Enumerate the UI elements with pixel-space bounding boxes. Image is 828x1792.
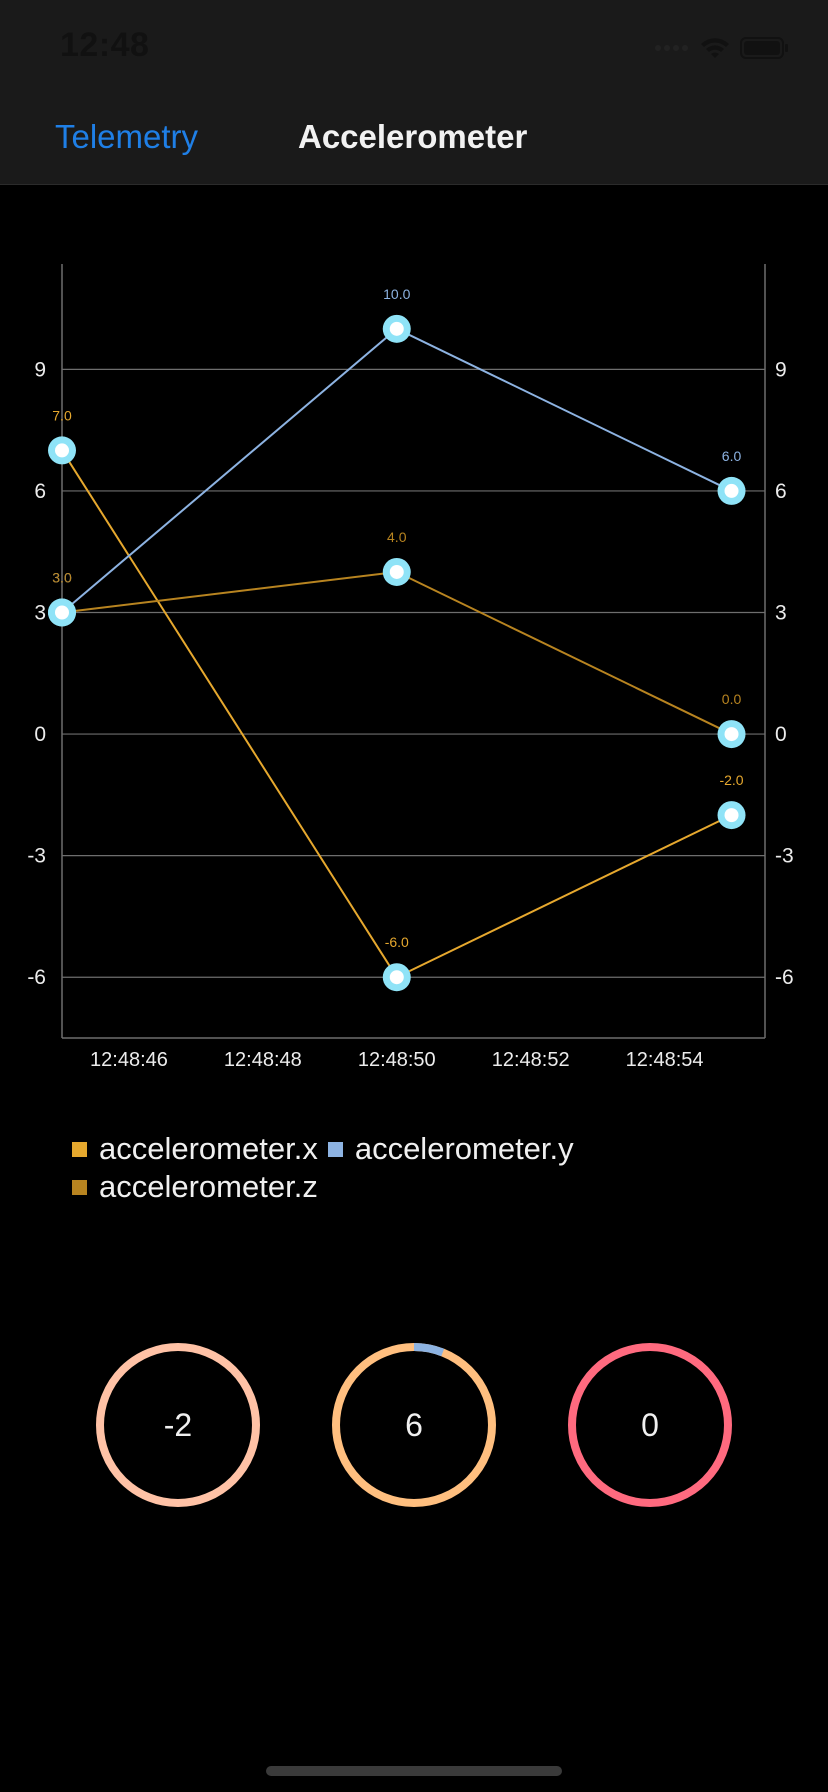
wifi-icon bbox=[701, 38, 729, 58]
x-tick-label: 12:48:50 bbox=[358, 1049, 436, 1071]
data-label: -6.0 bbox=[385, 934, 409, 950]
page-title: Accelerometer bbox=[298, 118, 528, 155]
data-label: 6.0 bbox=[722, 448, 742, 464]
y-tick-label-right: 6 bbox=[775, 480, 787, 503]
data-point-center bbox=[389, 970, 404, 985]
y-tick-label-right: -3 bbox=[775, 845, 794, 868]
data-label: 7.0 bbox=[52, 407, 72, 423]
gauge-value: 6 bbox=[405, 1406, 423, 1443]
data-point-center bbox=[55, 443, 69, 458]
data-point-center bbox=[389, 321, 404, 336]
data-label: 10.0 bbox=[383, 286, 410, 302]
x-tick-label: 12:48:46 bbox=[90, 1049, 168, 1071]
gauge-ring bbox=[332, 1343, 496, 1507]
legend-item-x: accelerometer.x bbox=[72, 1130, 318, 1168]
legend-label-y: accelerometer.y bbox=[354, 1131, 574, 1166]
gauge-ring-track bbox=[96, 1343, 260, 1507]
data-label: -2.0 bbox=[719, 772, 743, 788]
gauge-value: -2 bbox=[163, 1406, 193, 1443]
legend-swatch-z bbox=[72, 1179, 87, 1195]
series-line-accelerometer-z bbox=[61, 570, 732, 735]
data-point-center bbox=[724, 727, 739, 742]
data-label: 0.0 bbox=[722, 691, 742, 707]
y-tick-label-left: 9 bbox=[34, 358, 46, 381]
y-tick-label-left: 6 bbox=[34, 480, 46, 503]
gauge-ring bbox=[96, 1343, 260, 1507]
gauge-x: -2 bbox=[93, 1340, 263, 1510]
status-icons bbox=[654, 36, 790, 60]
x-tick-label: 12:48:52 bbox=[492, 1049, 570, 1071]
x-tick-label: 12:48:54 bbox=[626, 1049, 704, 1071]
y-tick-label-right: -6 bbox=[775, 966, 794, 989]
gauge-value: 0 bbox=[641, 1406, 659, 1443]
gauges-row: -2 6 0 bbox=[0, 1340, 828, 1510]
legend-swatch-y bbox=[327, 1141, 343, 1157]
x-tick-label: 12:48:48 bbox=[224, 1049, 302, 1071]
data-label: 3.0 bbox=[52, 570, 72, 586]
gauge-ring-fill bbox=[413, 1343, 445, 1357]
legend-item-y: accelerometer.y bbox=[327, 1130, 574, 1168]
gauge-ring-track bbox=[568, 1343, 732, 1507]
data-label: 3.0 bbox=[52, 570, 72, 586]
navigation-bar: Telemetry Accelerometer bbox=[0, 96, 828, 185]
data-point-center bbox=[724, 808, 739, 823]
status-bar: 12:48 bbox=[0, 0, 828, 96]
gauge-z: 0 bbox=[565, 1340, 735, 1510]
gauge-y: 6 bbox=[329, 1340, 499, 1510]
back-button[interactable]: Telemetry bbox=[55, 118, 199, 155]
legend-item-z: accelerometer.z bbox=[72, 1168, 318, 1206]
battery-icon bbox=[740, 37, 788, 59]
data-point-center bbox=[389, 564, 404, 579]
y-tick-label-left: 0 bbox=[34, 723, 46, 746]
y-tick-label-right: 9 bbox=[775, 358, 787, 381]
y-tick-label-right: 0 bbox=[775, 723, 787, 746]
y-tick-label-left: -3 bbox=[27, 845, 46, 868]
data-point-center bbox=[724, 483, 739, 498]
legend-swatch-x bbox=[72, 1141, 87, 1157]
signal-dots-icon bbox=[655, 45, 688, 51]
y-tick-label-left: 3 bbox=[34, 602, 46, 625]
accelerometer-line-chart: -6 -6 -3 -3 0 0 3 3 6 6 9 9 12:48:46 12:48:48 12:48:50… bbox=[27, 264, 794, 1071]
data-label: 4.0 bbox=[387, 529, 407, 545]
chart-legend: accelerometer.x accelerometer.y accelero… bbox=[72, 1130, 772, 1206]
home-indicator bbox=[266, 1766, 562, 1776]
legend-label-z: accelerometer.z bbox=[99, 1169, 318, 1204]
y-tick-label-left: -6 bbox=[27, 966, 46, 989]
gauge-ring bbox=[568, 1343, 732, 1507]
data-point-center bbox=[55, 605, 69, 620]
y-tick-label-right: 3 bbox=[775, 602, 787, 625]
legend-label-x: accelerometer.x bbox=[99, 1131, 318, 1166]
status-time: 12:48 bbox=[60, 26, 150, 64]
